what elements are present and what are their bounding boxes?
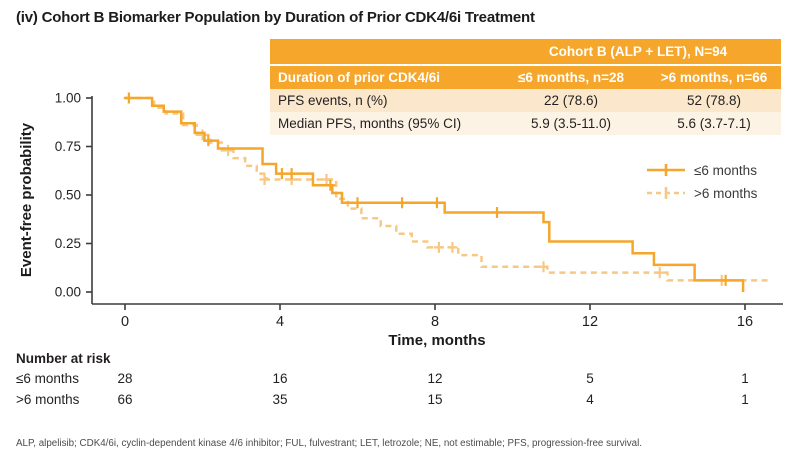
cell-value: 52 (78.8)	[686, 93, 742, 108]
figure-title: (iv) Cohort B Biomarker Population by Du…	[16, 9, 535, 26]
x-tick-label: 4	[276, 314, 284, 330]
risk-count: 35	[272, 392, 288, 407]
y-axis-title: Event-free probability	[18, 122, 35, 277]
row-label: Median PFS, months (95% CI)	[278, 116, 462, 131]
table-col-header-gt6: >6 months, n=66	[660, 70, 768, 85]
x-tick-label: 0	[121, 314, 129, 330]
table-divider	[270, 64, 781, 66]
table-row-median-pfs: Median PFS, months (95% CI) 5.9 (3.5-11.…	[270, 112, 781, 135]
x-tick-label: 8	[431, 314, 439, 330]
risk-row-label: ≤6 months	[16, 371, 79, 386]
abbreviations-footnote: ALP, alpelisib; CDK4/6i, cyclin-dependen…	[16, 438, 643, 449]
table-col-header-label: Duration of prior CDK4/6i	[278, 70, 441, 85]
censor-marks-gt6-months	[197, 129, 727, 286]
risk-count: 1	[741, 392, 749, 407]
dashed-line-censor-icon	[647, 187, 685, 199]
x-tick-label: 12	[582, 314, 598, 330]
censor-marks-le6-months	[123, 92, 731, 286]
cell-value: 5.9 (3.5-11.0)	[530, 116, 612, 131]
table-row-pfs-events: PFS events, n (%) 22 (78.6) 52 (78.8)	[270, 89, 781, 112]
summary-table: Cohort B (ALP + LET), N=94 Duration of p…	[270, 39, 781, 135]
risk-count: 16	[272, 371, 288, 386]
y-tick-label: 0.00	[55, 285, 81, 300]
solid-line-censor-icon	[647, 164, 685, 176]
y-tick-label: 1.00	[55, 91, 81, 106]
legend-item-gt6-months: >6 months	[646, 183, 757, 203]
cell-value: 22 (78.6)	[543, 93, 599, 108]
risk-count: 28	[117, 371, 133, 386]
table-column-header-row: Duration of prior CDK4/6i ≤6 months, n=2…	[270, 66, 781, 89]
risk-count: 66	[117, 392, 133, 407]
y-tick-label: 0.25	[55, 236, 81, 251]
legend: ≤6 months >6 months	[646, 160, 757, 203]
risk-count: 15	[427, 392, 443, 407]
cell-value: 5.6 (3.7-7.1)	[677, 116, 751, 131]
table-group-header: Cohort B (ALP + LET), N=94	[548, 44, 728, 59]
km-curve-le6-months	[125, 96, 745, 292]
km-curve-gt6-months	[125, 96, 768, 287]
legend-label: >6 months	[694, 185, 758, 201]
number-at-risk-title: Number at risk	[16, 351, 111, 366]
risk-count: 1	[741, 371, 749, 386]
y-tick-label: 0.75	[55, 139, 81, 154]
y-tick-label: 0.50	[55, 188, 81, 203]
x-tick-label: 16	[737, 314, 753, 330]
legend-item-le6-months: ≤6 months	[646, 160, 757, 180]
table-col-header-le6: ≤6 months, n=28	[517, 70, 625, 85]
risk-count: 4	[586, 392, 594, 407]
risk-row-label: >6 months	[16, 392, 80, 407]
risk-row-gt6: >6 months 66 35 15 4 1	[0, 392, 799, 410]
risk-row-le6: ≤6 months 28 16 12 5 1	[0, 371, 799, 389]
risk-count: 5	[586, 371, 594, 386]
row-label: PFS events, n (%)	[278, 93, 388, 108]
table-group-header-row: Cohort B (ALP + LET), N=94	[270, 39, 781, 64]
legend-label: ≤6 months	[694, 162, 757, 178]
x-axis-title: Time, months	[388, 332, 485, 349]
risk-count: 12	[427, 371, 443, 386]
